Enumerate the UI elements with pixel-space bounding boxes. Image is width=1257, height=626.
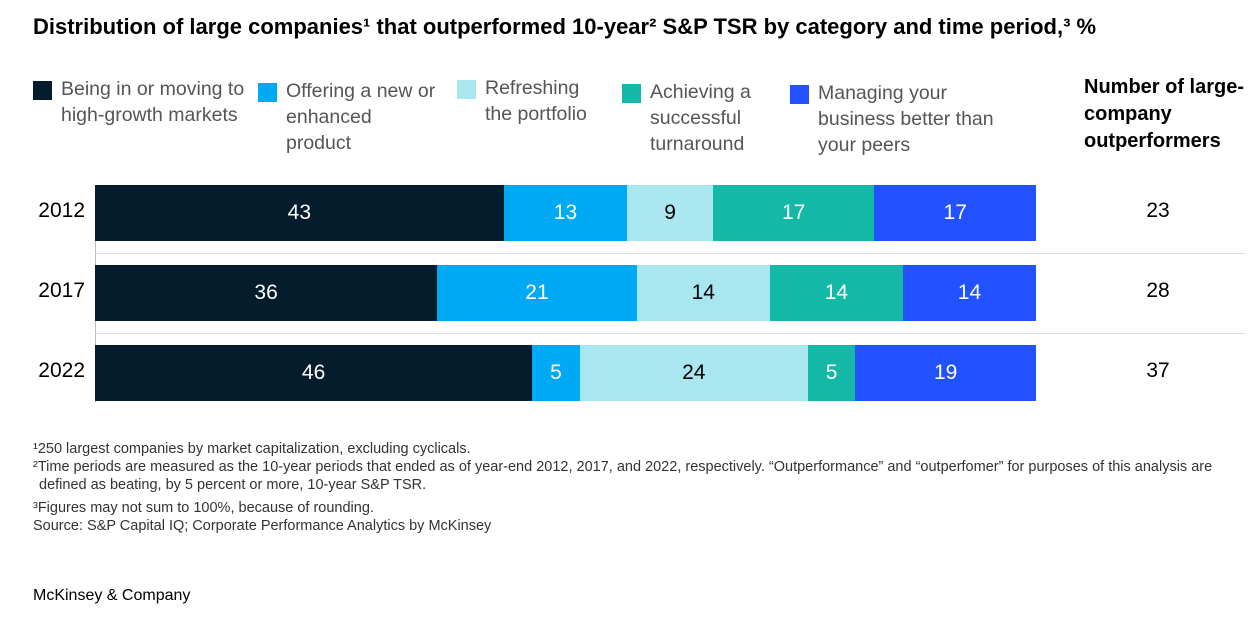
- legend-swatch: [457, 80, 476, 99]
- data-label: 17: [781, 201, 806, 224]
- bar: 13: [503, 185, 628, 241]
- legend-label: Managing your business better than your …: [818, 82, 994, 156]
- y-tick-label: 2022: [38, 359, 85, 382]
- footnote: ¹250 largest companies by market capital…: [33, 441, 471, 457]
- legend-swatch: [622, 84, 641, 103]
- bar: 24: [579, 345, 808, 401]
- bar: 17: [874, 185, 1036, 241]
- column-header: Number of large-company outperformers: [1084, 76, 1245, 152]
- row-separator: [95, 333, 1245, 334]
- data-label: 14: [691, 281, 715, 304]
- bar: 14: [902, 265, 1036, 321]
- legend-label: Refreshing the portfolio: [485, 77, 587, 125]
- bar: 9: [627, 185, 713, 241]
- bar: 21: [437, 265, 637, 321]
- chart-title: Distribution of large companies¹ that ou…: [33, 14, 1097, 39]
- bar: 36: [95, 265, 438, 321]
- data-label: 9: [664, 201, 676, 224]
- data-label: 13: [553, 201, 578, 224]
- brand: McKinsey & Company: [33, 587, 191, 604]
- data-label: 21: [525, 281, 549, 304]
- data-label: 36: [254, 281, 278, 304]
- data-label: 5: [550, 361, 562, 384]
- count-value: 28: [1146, 279, 1170, 302]
- data-label: 24: [682, 361, 706, 384]
- count-value: 23: [1146, 199, 1170, 222]
- legend-swatch: [258, 83, 277, 102]
- footnote: Source: S&P Capital IQ; Corporate Perfor…: [33, 518, 492, 534]
- bar: 14: [769, 265, 903, 321]
- data-label: 43: [287, 201, 312, 224]
- legend-swatch: [790, 85, 809, 104]
- bar: 19: [855, 345, 1036, 401]
- legend-label: Being in or moving to high-growth market…: [61, 78, 245, 126]
- data-label: 46: [301, 361, 326, 384]
- bar: 43: [95, 185, 504, 241]
- y-tick-label: 2012: [38, 199, 85, 222]
- data-label: 5: [825, 361, 838, 384]
- row-separator: [95, 253, 1245, 254]
- legend-swatch: [33, 81, 52, 100]
- bar: 17: [712, 185, 875, 241]
- legend-label: Offering a new or enhanced product: [286, 80, 436, 154]
- y-tick-label: 2017: [38, 279, 85, 302]
- footnote: ²Time periods are measured as the 10-yea…: [33, 459, 1213, 493]
- data-label: 14: [957, 281, 982, 304]
- count-value: 37: [1146, 359, 1170, 382]
- data-label: 19: [934, 361, 958, 384]
- footnote: ³Figures may not sum to 100%, because of…: [33, 500, 374, 516]
- bar: 46: [95, 345, 533, 401]
- bar: 14: [636, 265, 770, 321]
- bar: 5: [532, 345, 580, 401]
- data-label: 14: [824, 281, 849, 304]
- bar: 5: [807, 345, 856, 401]
- data-label: 17: [943, 201, 967, 224]
- legend-label: Achieving a successful turnaround: [650, 81, 751, 155]
